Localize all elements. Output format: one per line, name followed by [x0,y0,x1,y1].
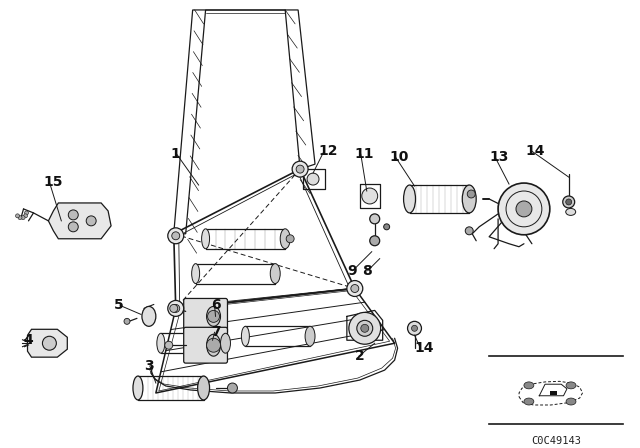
Circle shape [347,280,363,297]
Ellipse shape [241,326,250,346]
Circle shape [292,161,308,177]
Text: 15: 15 [44,175,63,189]
Ellipse shape [157,333,165,353]
Circle shape [349,312,381,344]
Circle shape [566,199,572,205]
Text: 5: 5 [114,298,124,312]
Ellipse shape [280,229,290,249]
Circle shape [370,214,380,224]
Circle shape [383,224,390,230]
Ellipse shape [524,382,534,389]
Ellipse shape [133,376,143,400]
Text: 14: 14 [526,144,545,158]
Ellipse shape [524,398,534,405]
Text: 4: 4 [24,333,33,347]
Circle shape [307,173,319,185]
Ellipse shape [207,334,221,356]
Ellipse shape [566,382,576,389]
Circle shape [286,235,294,243]
Text: 1: 1 [171,147,180,161]
Circle shape [124,319,130,324]
Circle shape [412,325,417,331]
Circle shape [370,236,380,246]
Circle shape [207,338,221,352]
Circle shape [467,190,475,198]
Polygon shape [28,329,67,357]
Text: 11: 11 [355,147,374,161]
Circle shape [498,183,550,235]
Ellipse shape [207,306,221,326]
Circle shape [408,321,422,335]
Circle shape [18,215,22,220]
Circle shape [465,227,473,235]
Circle shape [170,305,178,312]
Ellipse shape [202,229,209,249]
Ellipse shape [198,376,209,400]
Polygon shape [49,203,111,239]
Circle shape [165,341,173,349]
Ellipse shape [404,185,415,213]
Ellipse shape [270,263,280,284]
FancyBboxPatch shape [184,327,227,363]
Circle shape [362,188,378,204]
Circle shape [227,383,237,393]
Text: 14: 14 [415,341,434,355]
Ellipse shape [191,263,200,284]
Circle shape [296,165,304,173]
Text: 7: 7 [211,325,221,339]
Circle shape [516,201,532,217]
Text: 12: 12 [318,144,337,158]
Ellipse shape [566,398,576,405]
Circle shape [15,214,19,218]
Text: 8: 8 [362,263,372,278]
Text: 13: 13 [489,150,509,164]
Circle shape [24,211,29,215]
Circle shape [172,232,180,240]
Text: 10: 10 [390,150,409,164]
Text: 9: 9 [347,263,356,278]
Circle shape [24,214,28,218]
Circle shape [563,196,575,208]
FancyBboxPatch shape [184,298,227,334]
Circle shape [86,216,96,226]
Polygon shape [550,391,557,395]
Circle shape [357,320,372,336]
Ellipse shape [305,326,315,346]
Circle shape [207,310,220,323]
Circle shape [68,210,78,220]
Circle shape [42,336,56,350]
Ellipse shape [566,208,576,215]
Ellipse shape [221,333,230,353]
Circle shape [168,301,184,316]
Ellipse shape [142,306,156,326]
Text: C0C49143: C0C49143 [531,436,580,446]
Circle shape [21,215,25,220]
Ellipse shape [462,185,476,213]
Circle shape [172,305,180,312]
Circle shape [351,284,359,293]
Text: 6: 6 [211,298,221,312]
Circle shape [68,222,78,232]
Circle shape [361,324,369,332]
Circle shape [168,228,184,244]
Text: 2: 2 [355,349,365,363]
Text: 3: 3 [144,359,154,373]
